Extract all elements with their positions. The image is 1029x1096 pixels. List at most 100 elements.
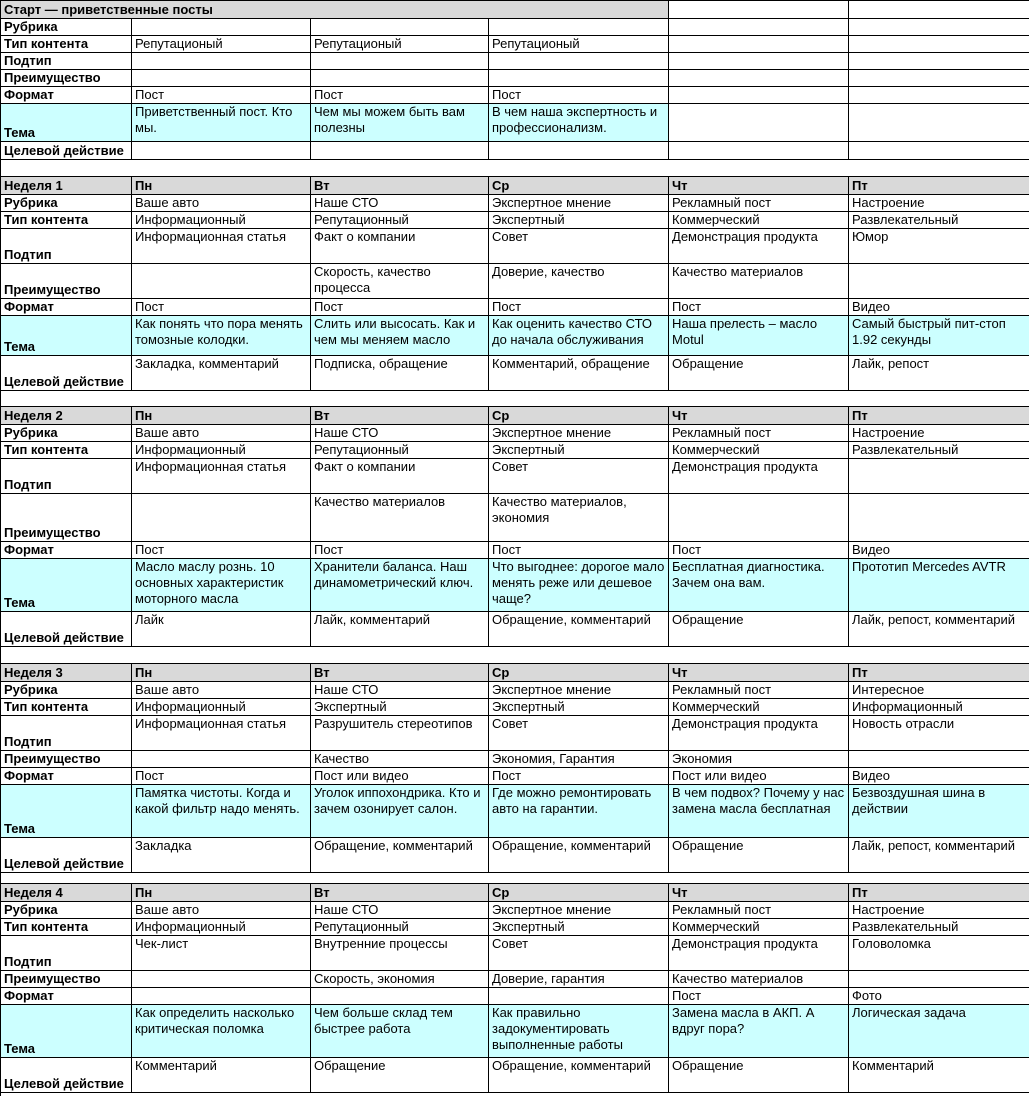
- cell[interactable]: [849, 70, 1029, 87]
- cell[interactable]: Экономия, Гарантия: [489, 751, 669, 768]
- cell[interactable]: Обращение: [311, 1058, 489, 1093]
- cell[interactable]: Коммерческий: [669, 699, 849, 716]
- section-title-start[interactable]: Старт — приветственные посты: [1, 1, 669, 19]
- cell[interactable]: Комментарий, обращение: [489, 356, 669, 391]
- day-header[interactable]: Пн: [132, 884, 311, 902]
- section-title-week3[interactable]: Неделя 3: [1, 664, 132, 682]
- day-header[interactable]: Пт: [849, 407, 1029, 425]
- row-label[interactable]: Подтип: [1, 459, 132, 494]
- cell[interactable]: Экспертное мнение: [489, 425, 669, 442]
- cell[interactable]: Видео: [849, 299, 1029, 316]
- cell[interactable]: Чем больше склад тем быстрее работа: [311, 1005, 489, 1058]
- cell[interactable]: Бесплатная диагностика. Зачем она вам.: [669, 559, 849, 612]
- cell[interactable]: Головоломка: [849, 936, 1029, 971]
- cell[interactable]: Скорость, качество процесса: [311, 264, 489, 299]
- cell[interactable]: В чем подвох? Почему у нас замена масла …: [669, 785, 849, 838]
- cell[interactable]: Обращение, комментарий: [489, 1058, 669, 1093]
- cell[interactable]: Рекламный пост: [669, 195, 849, 212]
- cell[interactable]: Как правильно задокументировать выполнен…: [489, 1005, 669, 1058]
- cell[interactable]: Как понять что пора менять томозные коло…: [132, 316, 311, 356]
- cell[interactable]: Экспертный: [489, 919, 669, 936]
- cell[interactable]: [669, 1, 849, 19]
- cell[interactable]: Видео: [849, 542, 1029, 559]
- cell[interactable]: Безвоздушная шина в действии: [849, 785, 1029, 838]
- cell[interactable]: [132, 751, 311, 768]
- cell[interactable]: Факт о компании: [311, 229, 489, 264]
- day-header[interactable]: Ср: [489, 664, 669, 682]
- cell[interactable]: Комментарий: [849, 1058, 1029, 1093]
- cell[interactable]: Разрушитель стереотипов: [311, 716, 489, 751]
- day-header[interactable]: Пт: [849, 884, 1029, 902]
- row-label[interactable]: Тип контента: [1, 919, 132, 936]
- section-title-week1[interactable]: Неделя 1: [1, 177, 132, 195]
- cell[interactable]: Лайк, комментарий: [311, 612, 489, 647]
- cell[interactable]: Пост: [489, 768, 669, 785]
- cell[interactable]: Развлекательный: [849, 442, 1029, 459]
- cell[interactable]: [849, 19, 1029, 36]
- cell[interactable]: Информационный: [132, 212, 311, 229]
- cell[interactable]: Пост: [489, 87, 669, 104]
- cell[interactable]: Видео: [849, 768, 1029, 785]
- cell[interactable]: Демонстрация продукта: [669, 716, 849, 751]
- section-title-week4[interactable]: Неделя 4: [1, 884, 132, 902]
- day-header[interactable]: Ср: [489, 884, 669, 902]
- cell[interactable]: В чем наша экспертность и профессионализ…: [489, 104, 669, 142]
- row-label[interactable]: Тема: [1, 104, 132, 142]
- cell[interactable]: Обращение, комментарий: [489, 838, 669, 873]
- cell[interactable]: Замена масла в АКП. А вдруг пора?: [669, 1005, 849, 1058]
- cell[interactable]: Экспертный: [489, 212, 669, 229]
- cell[interactable]: Интересное: [849, 682, 1029, 699]
- cell[interactable]: Коммерческий: [669, 442, 849, 459]
- day-header[interactable]: Пт: [849, 177, 1029, 195]
- cell[interactable]: Закладка: [132, 838, 311, 873]
- cell[interactable]: Пост или видео: [311, 768, 489, 785]
- row-label[interactable]: Тема: [1, 316, 132, 356]
- cell[interactable]: Комментарий: [132, 1058, 311, 1093]
- day-header[interactable]: Пт: [849, 664, 1029, 682]
- row-label[interactable]: Преимущество: [1, 971, 132, 988]
- cell[interactable]: Коммерческий: [669, 919, 849, 936]
- cell[interactable]: [132, 19, 311, 36]
- cell[interactable]: Репутационый: [132, 36, 311, 53]
- cell[interactable]: Пост: [489, 299, 669, 316]
- row-label[interactable]: Целевой действие: [1, 356, 132, 391]
- cell[interactable]: Пост: [311, 299, 489, 316]
- day-header[interactable]: Чт: [669, 884, 849, 902]
- cell[interactable]: [669, 70, 849, 87]
- cell[interactable]: Информационная статья: [132, 459, 311, 494]
- cell[interactable]: Фото: [849, 988, 1029, 1005]
- cell[interactable]: Демонстрация продукта: [669, 936, 849, 971]
- cell[interactable]: Ваше авто: [132, 682, 311, 699]
- cell[interactable]: Совет: [489, 229, 669, 264]
- cell[interactable]: Доверие, гарантия: [489, 971, 669, 988]
- cell[interactable]: [669, 87, 849, 104]
- day-header[interactable]: Вт: [311, 664, 489, 682]
- row-label[interactable]: Подтип: [1, 229, 132, 264]
- cell[interactable]: Ваше авто: [132, 195, 311, 212]
- row-label[interactable]: Тема: [1, 559, 132, 612]
- day-header[interactable]: Вт: [311, 884, 489, 902]
- cell[interactable]: Репутационый: [489, 36, 669, 53]
- cell[interactable]: Информационный: [132, 442, 311, 459]
- cell[interactable]: [311, 53, 489, 70]
- cell[interactable]: Рекламный пост: [669, 425, 849, 442]
- cell[interactable]: Совет: [489, 936, 669, 971]
- cell[interactable]: [311, 70, 489, 87]
- cell[interactable]: Памятка чистоты. Когда и какой фильтр на…: [132, 785, 311, 838]
- row-label[interactable]: Тип контента: [1, 442, 132, 459]
- row-label[interactable]: Рубрика: [1, 425, 132, 442]
- day-header[interactable]: Пн: [132, 664, 311, 682]
- cell[interactable]: [669, 104, 849, 142]
- cell[interactable]: Развлекательный: [849, 212, 1029, 229]
- cell[interactable]: Качество: [311, 751, 489, 768]
- cell[interactable]: Настроение: [849, 195, 1029, 212]
- cell[interactable]: Пост: [132, 87, 311, 104]
- cell[interactable]: [849, 87, 1029, 104]
- cell[interactable]: Доверие, качество: [489, 264, 669, 299]
- cell[interactable]: [132, 494, 311, 542]
- row-label[interactable]: Рубрика: [1, 195, 132, 212]
- cell[interactable]: Обращение: [669, 1058, 849, 1093]
- cell[interactable]: [849, 971, 1029, 988]
- cell[interactable]: Информационный: [132, 699, 311, 716]
- cell[interactable]: Пост: [489, 542, 669, 559]
